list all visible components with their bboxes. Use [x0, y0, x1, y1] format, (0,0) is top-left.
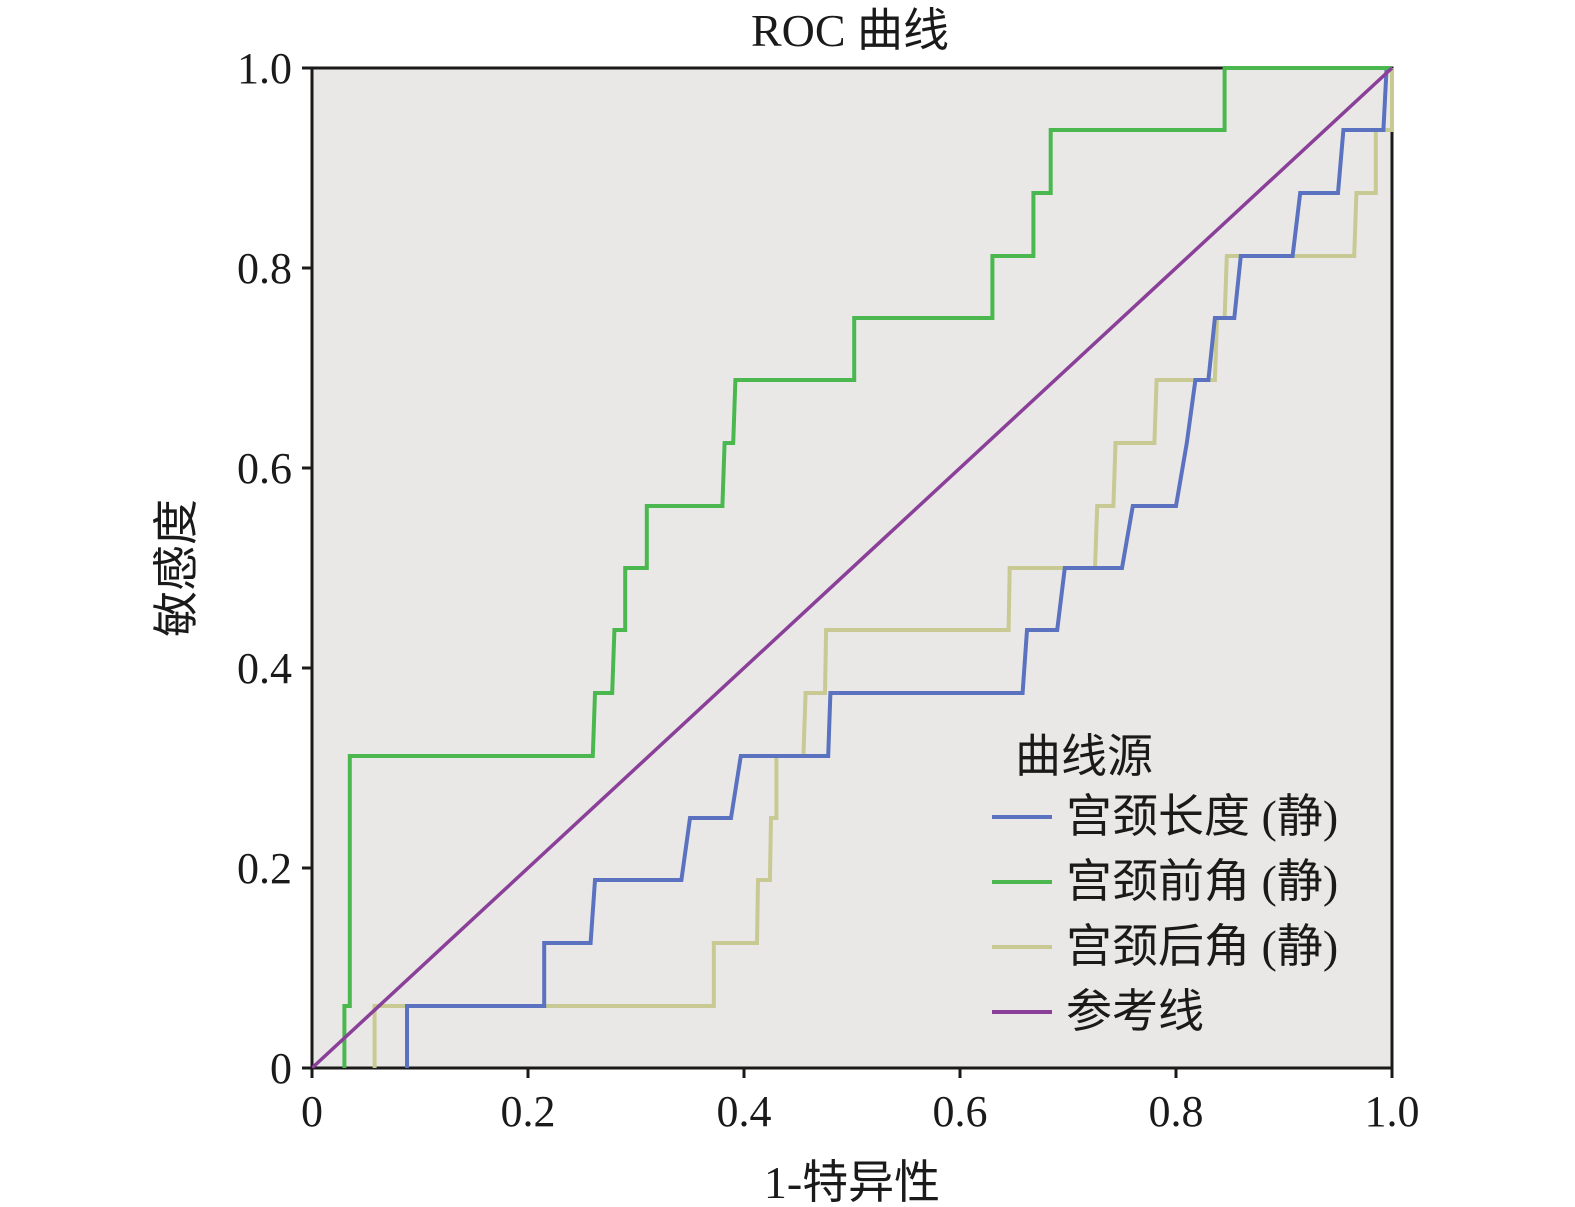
x-tick-label: 0.8 — [1149, 1087, 1204, 1136]
series-line-3 — [310, 66, 1394, 1070]
legend-label-3: 参考线 — [1066, 986, 1204, 1037]
chart-title: ROC 曲线 — [751, 5, 949, 56]
x-tick-label: 0.6 — [933, 1087, 988, 1136]
y-tick-label: 0.6 — [237, 444, 292, 493]
legend-label-1: 宫颈前角 (静) — [1066, 856, 1338, 907]
x-tick-label: 0 — [301, 1087, 323, 1136]
x-tick-label: 0.4 — [717, 1087, 772, 1136]
x-axis-label: 1-特异性 — [764, 1157, 940, 1207]
y-tick-label: 1.0 — [237, 44, 292, 93]
legend-label-0: 宫颈长度 (静) — [1066, 791, 1338, 842]
legend: 曲线源 宫颈长度 (静) 宫颈前角 (静) 宫颈后角 (静) 参考线 — [992, 731, 1338, 1037]
axis-ticks: 0 0.2 0.4 0.6 0.8 1.0 0 0.2 0.4 0.6 0.8 1.0 — [237, 44, 1420, 1136]
y-tick-label: 0.2 — [237, 844, 292, 893]
y-tick-label: 0.4 — [237, 644, 292, 693]
y-tick-label: 0 — [270, 1044, 292, 1093]
series-line-2 — [372, 68, 1394, 1068]
y-axis-label: 敏感度 — [151, 499, 202, 637]
x-tick-label: 1.0 — [1365, 1087, 1420, 1136]
legend-title: 曲线源 — [1015, 731, 1153, 782]
y-tick-label: 0.8 — [237, 244, 292, 293]
series-line-0 — [405, 66, 1392, 1068]
series-lines — [310, 66, 1394, 1070]
legend-label-2: 宫颈后角 (静) — [1066, 921, 1338, 972]
x-tick-label: 0.2 — [501, 1087, 556, 1136]
series-line-1 — [342, 66, 1392, 1068]
